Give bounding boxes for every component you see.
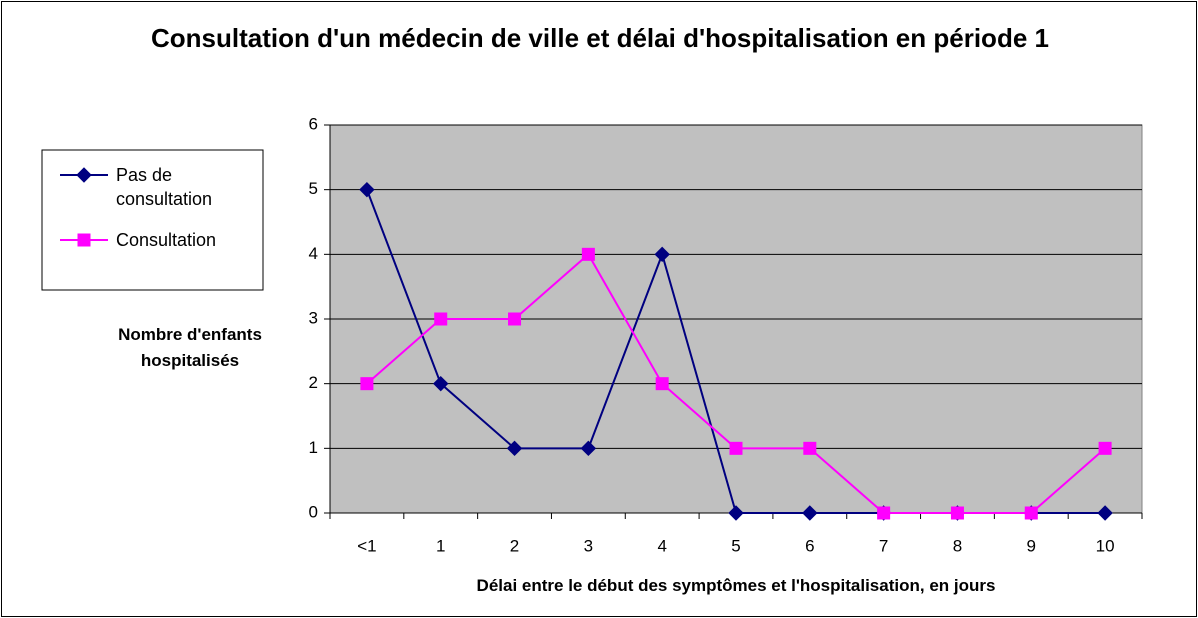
x-axis-label: Délai entre le début des symptômes et l'… xyxy=(476,576,996,595)
x-tick-label: 2 xyxy=(510,536,519,555)
x-tick-label: 6 xyxy=(805,536,814,555)
point xyxy=(580,440,597,457)
x-tick-label: 8 xyxy=(953,536,962,555)
y-tick-label: 6 xyxy=(309,114,318,133)
point xyxy=(877,506,891,520)
point xyxy=(1098,441,1112,455)
x-tick-label: 5 xyxy=(731,536,740,555)
y-tick-label: 4 xyxy=(309,244,318,263)
point xyxy=(655,377,669,391)
point xyxy=(802,505,818,521)
legend-marker xyxy=(76,167,92,183)
x-tick-label: <1 xyxy=(357,536,376,555)
y-tick-label: 1 xyxy=(309,438,318,457)
point xyxy=(433,375,449,392)
point xyxy=(434,312,448,326)
point xyxy=(803,441,817,455)
point xyxy=(359,181,375,198)
point xyxy=(654,246,670,263)
point xyxy=(360,377,374,391)
x-tick-label: 7 xyxy=(879,536,888,555)
y-tick-label: 2 xyxy=(309,373,318,392)
point xyxy=(1024,506,1038,520)
legend-label: Pas de consultation xyxy=(116,165,213,209)
y-tick-label: 5 xyxy=(309,179,318,198)
point xyxy=(728,505,744,521)
point xyxy=(508,312,522,326)
y-tick-label: 3 xyxy=(309,308,318,327)
x-tick-label: 1 xyxy=(436,536,445,555)
x-tick-label: 9 xyxy=(1027,536,1036,555)
point xyxy=(581,247,595,261)
point xyxy=(1097,505,1113,521)
chart-title: Consultation d'un médecin de ville et dé… xyxy=(151,23,1049,53)
x-tick-label: 3 xyxy=(584,536,593,555)
point xyxy=(729,441,743,455)
legend-marker xyxy=(77,233,91,247)
y-axis-label: Nombre d'enfants hospitalisés xyxy=(118,325,262,370)
legend-label: Consultation xyxy=(116,230,217,250)
x-tick-label: 10 xyxy=(1096,536,1115,555)
y-tick-label: 0 xyxy=(309,502,318,521)
x-tick-label: 4 xyxy=(657,536,666,555)
point xyxy=(506,440,523,457)
point xyxy=(950,506,964,520)
